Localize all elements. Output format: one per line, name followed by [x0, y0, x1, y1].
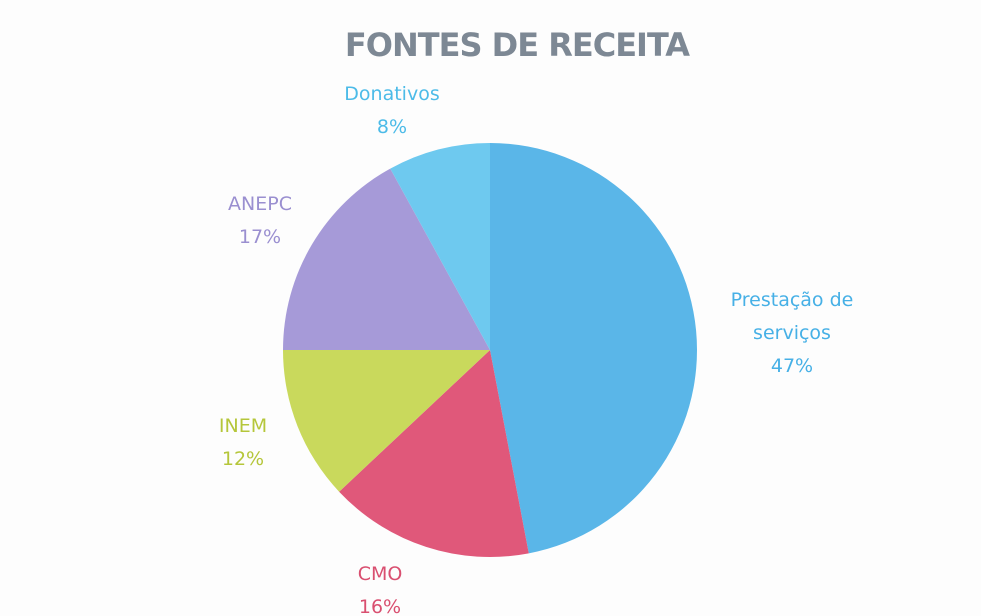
pie-slice: [283, 168, 490, 350]
value-label: 17%: [238, 226, 282, 248]
category-label: ANEPC: [228, 193, 292, 215]
category-label: INEM: [218, 415, 268, 437]
chart-title: FONTES DE RECEITA: [344, 26, 690, 64]
slice-label: Prestação de serviços 47%: [707, 284, 877, 383]
slice-label: Donativos 8%: [344, 78, 439, 144]
value-label: 47%: [770, 355, 814, 377]
pie-slice: [490, 143, 697, 554]
value-label: 12%: [221, 448, 265, 470]
slice-label: INEM 12%: [219, 410, 267, 476]
slice-label: CMO 16%: [358, 558, 403, 616]
value-label: 8%: [376, 116, 408, 138]
category-label: Donativos: [344, 83, 440, 105]
pie-slice: [390, 143, 490, 350]
slice-label: ANEPC 17%: [228, 188, 292, 254]
category-label: Prestação de serviços: [730, 289, 854, 344]
value-label: 16%: [358, 596, 402, 616]
category-label: CMO: [357, 563, 403, 585]
pie-slice: [339, 350, 529, 557]
pie-slice: [283, 350, 490, 492]
